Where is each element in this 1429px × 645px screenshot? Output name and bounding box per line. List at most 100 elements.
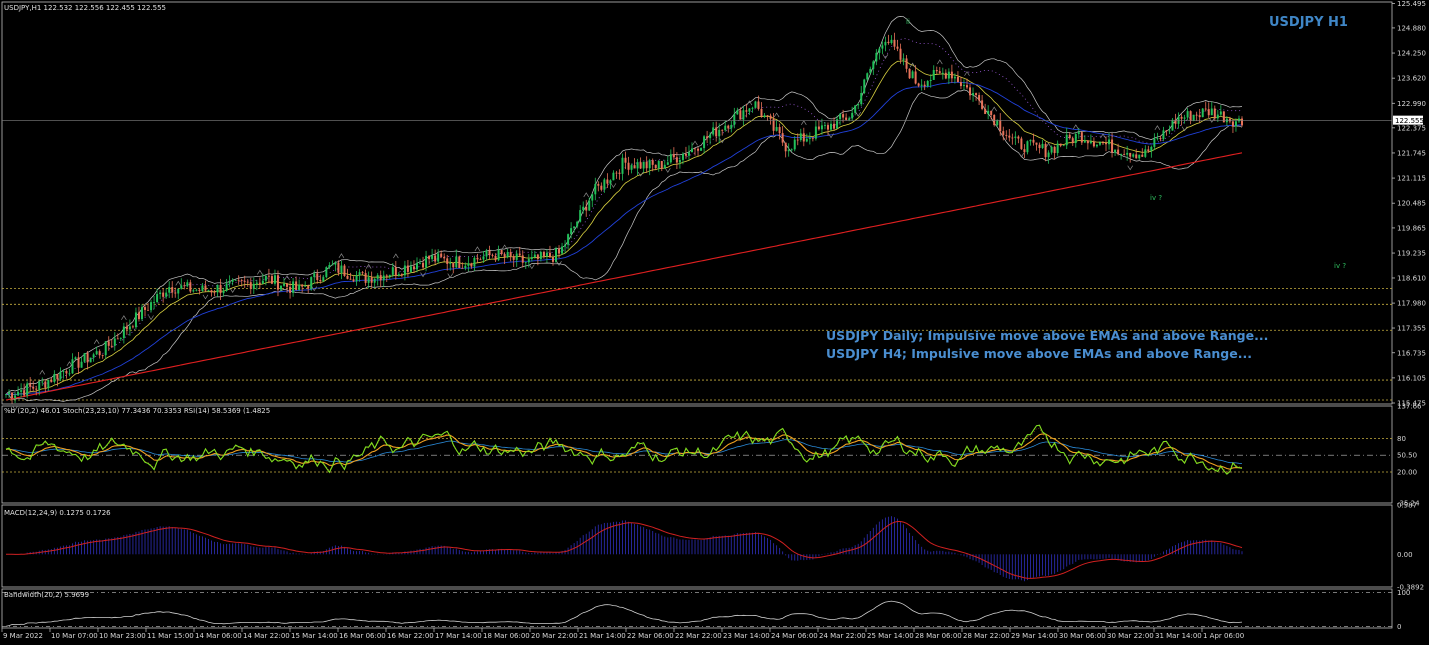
candle-body [739, 110, 742, 120]
candle-body [1210, 108, 1213, 116]
candle-body [657, 161, 660, 169]
candle-body [370, 277, 373, 283]
candle-body [180, 285, 183, 289]
candle-body [866, 73, 869, 80]
candle-body [1150, 146, 1153, 152]
candle-body [107, 341, 110, 346]
fractal-marker [1018, 152, 1025, 158]
candle-body [694, 148, 697, 150]
candle-body [923, 84, 926, 87]
fractal-marker [746, 100, 753, 106]
candle-body [600, 185, 603, 190]
candle-body [1222, 111, 1225, 123]
candle-body [814, 126, 817, 139]
candle-body [162, 292, 165, 297]
pane-frame [1, 405, 1393, 504]
price-tick-label: 121.745 [1397, 149, 1426, 157]
candle-body [1126, 152, 1129, 155]
candle-body [733, 114, 736, 125]
candle-body [8, 392, 11, 395]
fractal-marker [1100, 133, 1106, 139]
candle-body [609, 180, 612, 184]
candle-body [1014, 136, 1017, 138]
candle-body [908, 68, 911, 79]
candle-body [636, 162, 639, 169]
time-tick-label: 10 Mar 23:00 [99, 632, 146, 640]
candle-body [1156, 138, 1159, 139]
fractal-marker [229, 288, 236, 293]
candle-body [334, 262, 337, 265]
candle-body [38, 381, 41, 390]
price-tick-label: 124.880 [1397, 24, 1426, 32]
candle-body [1123, 154, 1126, 155]
candle-body [808, 137, 811, 139]
candle-body [721, 129, 724, 131]
candle-body [168, 287, 171, 293]
candle-body [482, 256, 485, 260]
candle-body [1053, 146, 1056, 154]
candle-body [89, 357, 92, 363]
candle-body [524, 262, 527, 264]
candle-body [1144, 149, 1147, 157]
candle-body [709, 134, 712, 139]
candle-body [216, 284, 219, 293]
fractal-marker [909, 62, 916, 68]
candle-body [1068, 134, 1071, 139]
candle-body [929, 79, 932, 81]
candle-body [561, 246, 564, 254]
bandwidth-pane: 100 0 [2, 589, 1410, 631]
candle-body [20, 390, 23, 392]
candle-body [1008, 135, 1011, 138]
candle-body [787, 149, 790, 152]
time-tick-label: 28 Mar 06:00 [915, 632, 962, 640]
macd-tick-label: 0.00 [1397, 551, 1413, 559]
candle-body [567, 234, 570, 245]
candle-body [86, 353, 89, 363]
candle-body [845, 117, 848, 120]
candle-body [1237, 118, 1240, 122]
candle-body [518, 253, 521, 256]
candle-body [603, 179, 606, 190]
price-axis: 125.495 124.880 124.250 123.620 122.990 122.3… [2, 0, 1426, 408]
candle-body [911, 71, 914, 79]
candle-body [56, 373, 59, 380]
candle-body [116, 338, 119, 340]
candle-body [322, 277, 325, 282]
candle-body [313, 273, 316, 278]
candle-body [860, 92, 863, 105]
candle-body [1132, 154, 1135, 157]
candle-body [422, 262, 425, 268]
candle-body [382, 275, 385, 281]
candle-body [530, 257, 533, 260]
candle-body [283, 283, 286, 286]
bandwidth-line [5, 600, 1243, 627]
candle-body [295, 281, 298, 290]
candle-body [425, 255, 428, 268]
candle-body [346, 275, 349, 279]
macd-tick-label: 0.587 [1397, 502, 1417, 510]
candle-body [1207, 109, 1210, 116]
candle-body [944, 72, 947, 79]
candle-body [177, 288, 180, 294]
candle-body [198, 289, 201, 291]
candle-body [137, 312, 140, 320]
candle-body [687, 152, 690, 156]
time-axis: 9 Mar 2022 10 Mar 07:00 10 Mar 23:00 11 Mar… [1, 628, 1244, 640]
candle-body [192, 290, 195, 292]
candle-body [65, 370, 68, 374]
candle-body [675, 157, 678, 163]
rsi-line [6, 439, 1243, 464]
candle-body [316, 273, 319, 280]
candle-body [766, 115, 769, 116]
candle-body [990, 110, 993, 115]
candle-body [1192, 114, 1195, 121]
candle-body [881, 45, 884, 49]
candle-body [1114, 149, 1117, 153]
candle-body [1231, 121, 1234, 127]
candle-body [872, 61, 875, 69]
candle-body [618, 172, 621, 174]
candle-body [796, 139, 799, 141]
candle-body [953, 76, 956, 79]
oscillator-tick-label: 20.00 [1397, 469, 1417, 477]
